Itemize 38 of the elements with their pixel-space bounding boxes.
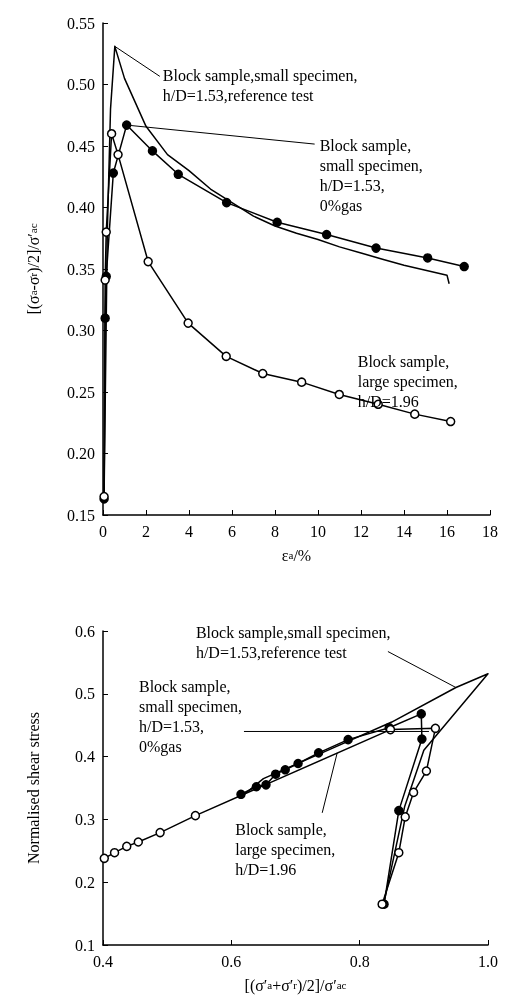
annotation: Block sample, large specimen, h/D=1.96 xyxy=(235,821,336,879)
x-axis-title: εa/% xyxy=(281,546,312,564)
y-tick-label: 0.3 xyxy=(75,810,95,828)
x-tick-label: 18 xyxy=(482,522,498,540)
x-tick-label: 1.0 xyxy=(478,952,498,970)
y-tick-label: 0.6 xyxy=(75,622,95,640)
y-tick-label: 0.40 xyxy=(67,199,95,216)
x-tick-label: 14 xyxy=(396,522,412,540)
annotation: Block sample, small specimen, h/D=1.53, 0%gas xyxy=(138,677,243,756)
annotation: Block sample, small specimen, h/D=1.53, 0%gas xyxy=(319,136,423,215)
x-tick-label: 0.4 xyxy=(93,952,113,970)
y-axis-title: Normalised shear stress xyxy=(24,712,42,864)
y-tick-label: 0.1 xyxy=(75,936,95,954)
y-tick-label: 0.50 xyxy=(67,76,95,93)
x-tick-label: 16 xyxy=(439,522,455,540)
x-tick-label: 6 xyxy=(228,522,236,540)
x-tick-label: 2 xyxy=(142,522,150,540)
x-tick-label: 0.8 xyxy=(349,952,370,970)
annotation: Block sample,small specimen, h/D=1.53,reference test xyxy=(195,624,391,662)
y-tick-label: 0.20 xyxy=(67,445,95,462)
y-tick-label: 0.4 xyxy=(75,748,95,766)
y-tick-label: 0.2 xyxy=(75,873,95,891)
y-tick-label: 0.35 xyxy=(67,260,95,278)
y-tick-label: 0.25 xyxy=(67,383,95,401)
x-axis-title: [(σ′a+σ′r)/2]/σ′ac xyxy=(244,976,347,995)
annotation: Block sample, large specimen, h/D=1.96 xyxy=(357,352,458,410)
annotation: Block sample,small specimen, h/D=1.53,reference test xyxy=(162,66,358,104)
y-tick-label: 0.5 xyxy=(75,685,95,703)
x-tick-label: 8 xyxy=(271,522,279,540)
x-tick-label: 12 xyxy=(353,522,369,540)
x-tick-label: 0.6 xyxy=(221,952,242,970)
y-tick-label: 0.15 xyxy=(67,506,95,524)
y-tick-label: 0.30 xyxy=(67,322,95,339)
y-tick-label: 0.45 xyxy=(67,137,95,155)
y-tick-label: 0.55 xyxy=(67,14,95,32)
x-tick-label: 0 xyxy=(99,522,107,540)
x-tick-label: 10 xyxy=(310,522,326,540)
x-tick-label: 4 xyxy=(185,522,193,540)
